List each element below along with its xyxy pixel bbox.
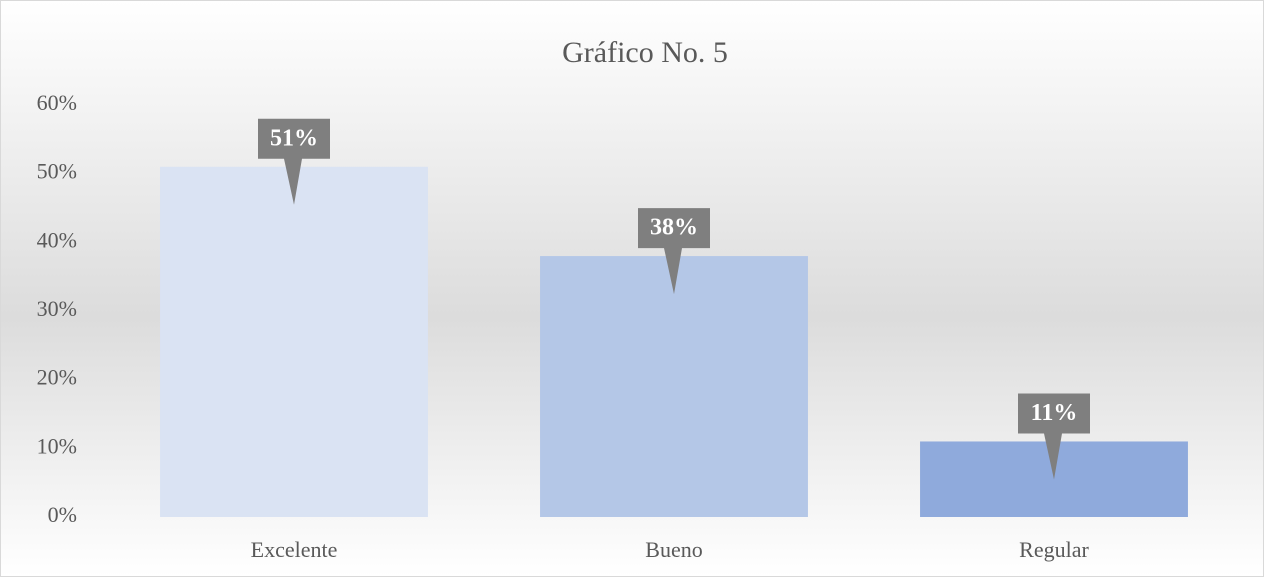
y-tick-label: 0%: [48, 502, 77, 527]
data-label-callout: [1018, 393, 1090, 480]
y-tick-label: 10%: [37, 433, 77, 458]
chart-title: Gráfico No. 5: [562, 36, 728, 69]
y-tick-label: 20%: [37, 365, 77, 390]
y-tick-label: 30%: [37, 296, 77, 321]
data-label-callout: [638, 208, 710, 295]
y-tick-label: 40%: [37, 227, 77, 252]
bar: [540, 256, 808, 517]
x-tick-label: Bueno: [645, 537, 702, 562]
data-label: 11%: [1031, 400, 1078, 426]
data-label: 51%: [270, 125, 318, 151]
data-label: 38%: [650, 215, 698, 241]
x-tick-label: Regular: [1019, 537, 1089, 562]
bar: [160, 166, 428, 518]
y-tick-label: 50%: [37, 159, 77, 184]
x-tick-label: Excelente: [251, 537, 338, 562]
data-label-callout: [258, 118, 330, 205]
y-tick-label: 60%: [37, 90, 77, 115]
